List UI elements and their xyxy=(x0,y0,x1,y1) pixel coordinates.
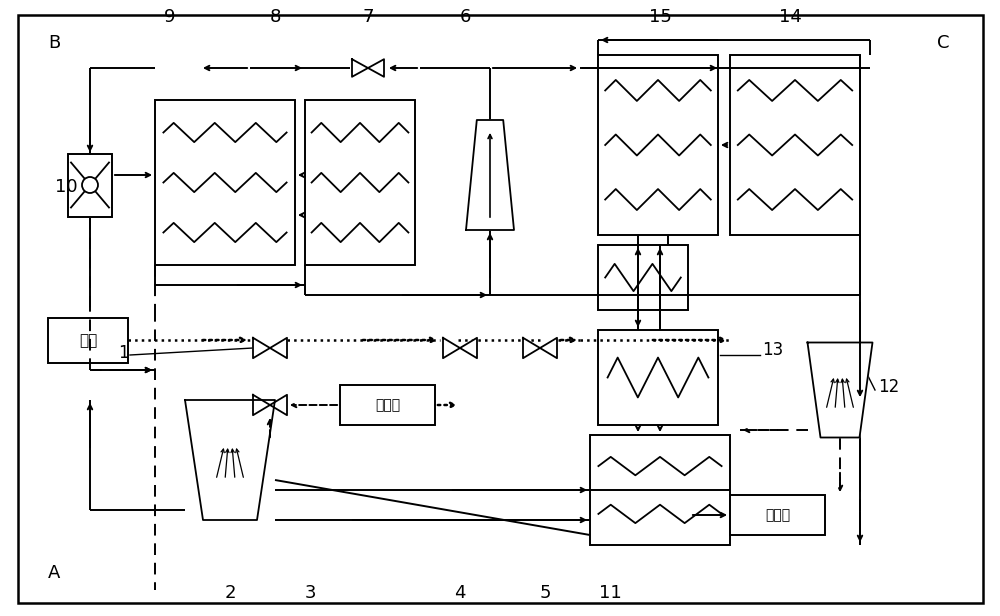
Bar xyxy=(48,318,128,363)
Text: 6: 6 xyxy=(459,8,471,26)
Text: C: C xyxy=(937,34,950,52)
Text: A: A xyxy=(48,564,60,582)
Polygon shape xyxy=(185,400,275,520)
Text: 2: 2 xyxy=(224,584,236,602)
Bar xyxy=(35,25,490,300)
Bar xyxy=(340,385,435,425)
Bar xyxy=(598,330,718,425)
Text: 15: 15 xyxy=(649,8,671,26)
Bar xyxy=(598,55,718,235)
Text: 3: 3 xyxy=(304,584,316,602)
Bar xyxy=(580,25,970,400)
Polygon shape xyxy=(807,342,872,437)
Text: 13: 13 xyxy=(762,341,783,359)
Text: 1: 1 xyxy=(118,344,129,362)
Circle shape xyxy=(82,177,98,193)
Bar xyxy=(598,245,688,310)
Text: 5: 5 xyxy=(539,584,551,602)
Bar xyxy=(155,100,295,265)
Bar xyxy=(590,435,730,545)
Bar xyxy=(730,495,825,535)
Text: 12: 12 xyxy=(878,378,899,396)
Text: 9: 9 xyxy=(164,8,176,26)
Text: 4: 4 xyxy=(454,584,466,602)
Polygon shape xyxy=(523,338,557,358)
Bar xyxy=(68,153,112,216)
Bar xyxy=(305,100,415,265)
Polygon shape xyxy=(253,338,287,358)
Polygon shape xyxy=(253,395,287,415)
Text: 8: 8 xyxy=(269,8,281,26)
Polygon shape xyxy=(352,59,384,77)
Text: B: B xyxy=(48,34,60,52)
Text: 进风口: 进风口 xyxy=(375,398,401,412)
Text: 11: 11 xyxy=(599,584,621,602)
Text: 10: 10 xyxy=(55,178,78,196)
Bar xyxy=(35,310,575,590)
Text: 7: 7 xyxy=(362,8,374,26)
Polygon shape xyxy=(443,338,477,358)
Bar xyxy=(730,55,860,235)
Polygon shape xyxy=(466,120,514,230)
Text: 14: 14 xyxy=(779,8,801,26)
Text: 排风口: 排风口 xyxy=(765,508,791,522)
Text: 车厄: 车厄 xyxy=(79,333,97,349)
